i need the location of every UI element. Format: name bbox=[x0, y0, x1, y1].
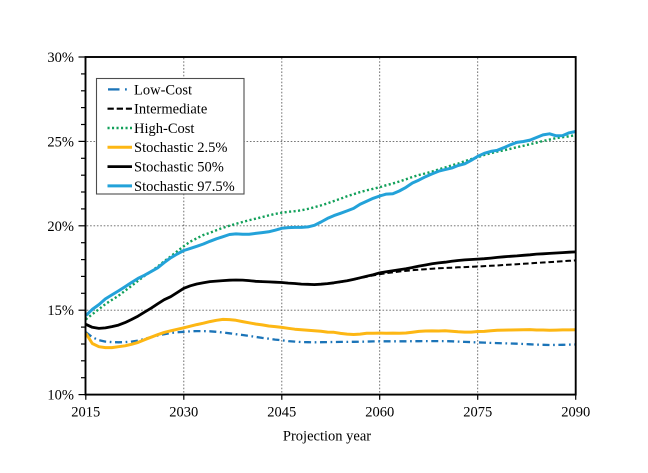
svg-text:Low-Cost: Low-Cost bbox=[134, 82, 192, 98]
svg-text:2045: 2045 bbox=[267, 405, 296, 421]
svg-text:20%: 20% bbox=[47, 219, 74, 235]
svg-text:25%: 25% bbox=[47, 134, 74, 150]
svg-text:Stochastic 50%: Stochastic 50% bbox=[134, 160, 224, 176]
svg-text:2060: 2060 bbox=[365, 405, 394, 421]
svg-text:15%: 15% bbox=[47, 303, 74, 319]
svg-text:10%: 10% bbox=[47, 388, 74, 404]
svg-text:Intermediate: Intermediate bbox=[134, 102, 207, 118]
svg-text:2015: 2015 bbox=[71, 405, 100, 421]
svg-text:2075: 2075 bbox=[463, 405, 492, 421]
svg-text:2090: 2090 bbox=[561, 405, 590, 421]
svg-text:Projection year: Projection year bbox=[283, 429, 371, 445]
svg-text:2030: 2030 bbox=[169, 405, 198, 421]
svg-text:Stochastic 97.5%: Stochastic 97.5% bbox=[134, 179, 235, 195]
svg-text:30%: 30% bbox=[47, 50, 74, 66]
svg-text:High-Cost: High-Cost bbox=[134, 121, 194, 137]
svg-text:Stochastic 2.5%: Stochastic 2.5% bbox=[134, 140, 227, 156]
